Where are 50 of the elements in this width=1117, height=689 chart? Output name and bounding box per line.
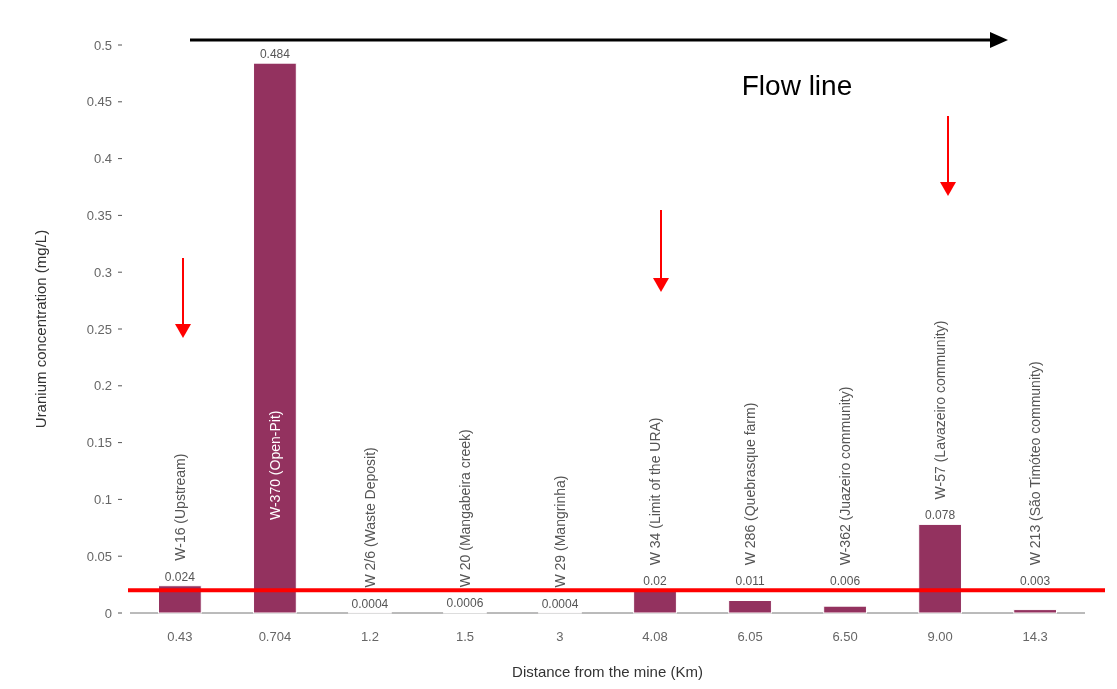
bar xyxy=(633,589,677,614)
x-tick-label: 4.08 xyxy=(642,629,668,644)
annotation: W 213 (São Timóteo community) xyxy=(1027,361,1044,566)
x-tick-label: 9.00 xyxy=(927,629,953,644)
y-tick-label: 0 xyxy=(104,605,112,621)
y-tick-label: 0.15 xyxy=(86,435,112,451)
y-tick-label: 0.4 xyxy=(93,151,112,167)
x-tick-label: 1.5 xyxy=(455,629,474,644)
bar xyxy=(1013,609,1057,614)
data-label: 0.078 xyxy=(925,508,956,523)
bar xyxy=(823,605,867,614)
annotation: W-16 (Upstream) xyxy=(171,453,188,561)
annotation: W 29 (Mangrinha) xyxy=(551,475,568,588)
y-tick-label: 0.25 xyxy=(86,321,112,337)
y-tick-label: 0.05 xyxy=(86,548,112,564)
x-axis-title: Distance from the mine (Km) xyxy=(512,663,703,680)
annotation: W 2/6 (Waste Deposit) xyxy=(361,447,378,588)
bar xyxy=(728,600,772,614)
data-label: 0.006 xyxy=(830,574,861,589)
y-tick-label: 0.5 xyxy=(93,37,112,53)
y-tick-label: 0.2 xyxy=(93,378,112,394)
annotation: W 34 (Limit of the URA) xyxy=(647,417,664,566)
y-tick-label: 0.45 xyxy=(86,94,112,110)
x-tick-label: 3 xyxy=(556,629,564,644)
x-tick-label: 6.50 xyxy=(832,629,858,644)
x-tick-label: 0.43 xyxy=(167,629,193,644)
data-label: 0.003 xyxy=(1020,574,1051,589)
x-tick-label: 0.704 xyxy=(258,629,292,644)
data-label: 0.0004 xyxy=(541,596,579,611)
y-axis-title: Uranium concentration (mg/L) xyxy=(32,229,49,429)
data-label: 0.0004 xyxy=(351,596,389,611)
annotation: W-57 (Lavazeiro community) xyxy=(932,320,949,500)
bar xyxy=(918,523,962,614)
annotation: W 286 (Quebrasque farm) xyxy=(742,402,759,566)
data-label: 0.024 xyxy=(164,569,196,584)
x-tick-label: 14.3 xyxy=(1022,629,1048,644)
annotation: W-362 (Juazeiro community) xyxy=(837,386,854,566)
annotation: W-370 (Open-Pit) xyxy=(266,410,283,520)
x-tick-label: 6.05 xyxy=(737,629,763,644)
y-tick-label: 0.3 xyxy=(93,264,112,280)
data-label: 0.02 xyxy=(643,574,668,589)
data-label: 0.484 xyxy=(259,47,291,62)
y-tick-label: 0.1 xyxy=(93,491,112,507)
y-tick-label: 0.35 xyxy=(86,207,112,223)
bar xyxy=(253,62,297,614)
data-label: 0.011 xyxy=(735,574,765,589)
annotation: W 20 (Mangabeira creek) xyxy=(456,429,473,588)
data-label: 0.0006 xyxy=(446,596,484,611)
annotation: Flow line xyxy=(741,70,853,101)
x-tick-label: 1.2 xyxy=(360,629,379,644)
